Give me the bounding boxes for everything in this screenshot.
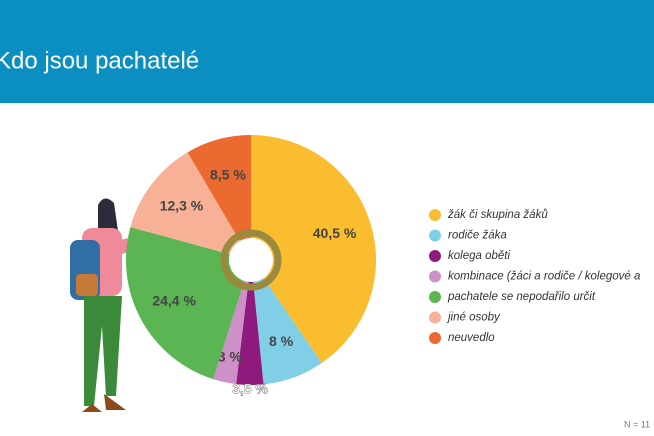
legend-label: rodiče žáka [448, 230, 507, 242]
slice-label: 8,5 % [210, 166, 246, 182]
legend-label: pachatele se nepodařilo určit [447, 291, 596, 303]
legend-swatch [429, 270, 441, 283]
header-band [0, 0, 654, 103]
slice-label: 3 % [218, 348, 243, 364]
pie-slice [126, 227, 251, 380]
pie-slice [251, 260, 322, 385]
pie-slice [130, 152, 251, 260]
legend-swatch [429, 311, 441, 324]
legend-swatch [429, 229, 441, 242]
center-hole [229, 238, 273, 282]
sample-note: N = 11 [624, 419, 650, 429]
legend-label: kolega oběti [448, 250, 510, 262]
pie-slice [251, 135, 377, 364]
slide-title: Kdo jsou pachatelé [0, 47, 199, 74]
legend-swatch [429, 291, 441, 303]
pie-slice [213, 260, 251, 385]
slice-label: 24,4 % [152, 293, 196, 309]
slice-label: 12,3 % [160, 198, 204, 214]
pie-slice [187, 135, 251, 260]
slice-label: 8 % [269, 333, 294, 349]
legend-swatch [429, 332, 441, 344]
slice-label: 40,5 % [313, 225, 357, 241]
slice-label: 3,5 % [232, 381, 268, 397]
legend-swatch [429, 250, 441, 262]
legend-label: žák či skupina žáků [447, 209, 548, 221]
pie-slice [236, 260, 264, 385]
legend-swatch [429, 209, 441, 221]
legend-label: kombinace (žáci a rodiče / kolegové a [448, 271, 640, 283]
center-ring [220, 229, 282, 291]
legend-label: neuvedlo [448, 332, 495, 344]
legend-label: jiné osoby [446, 312, 501, 324]
